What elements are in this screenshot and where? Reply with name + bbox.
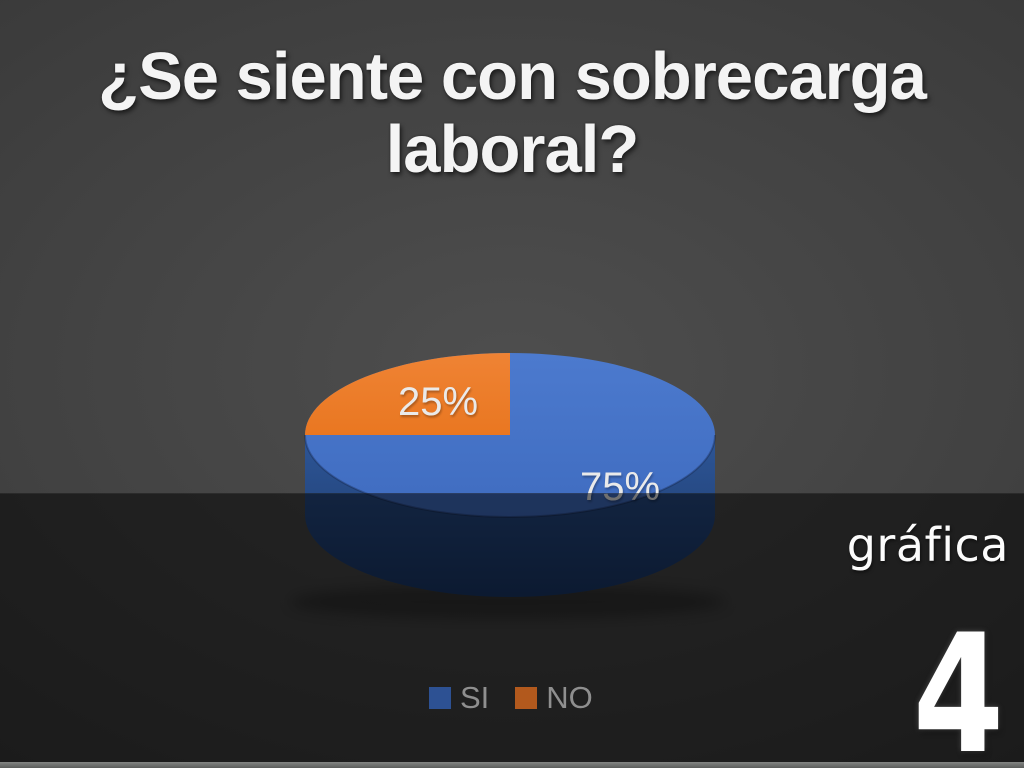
pie-slice-no (305, 353, 510, 435)
legend-label-si: SI (460, 680, 490, 715)
dark-band-overlay (0, 493, 1024, 768)
legend-swatch-no-icon (515, 687, 538, 709)
slide-title-line1: ¿Se siente con sobrecarga (98, 39, 927, 114)
bottom-bar (0, 762, 1024, 768)
slide-number: 4 (912, 599, 1004, 768)
chart-legend: SI NO (429, 680, 593, 715)
legend-swatch-si-icon (429, 687, 451, 709)
legend-label-no: NO (546, 680, 593, 715)
slide-caption: gráfica (846, 518, 1009, 572)
slide-title-line2: laboral? (385, 112, 640, 187)
slide-title: ¿Se siente con sobrecarga laboral? (0, 40, 1024, 186)
data-label-no: 25% (398, 380, 479, 424)
